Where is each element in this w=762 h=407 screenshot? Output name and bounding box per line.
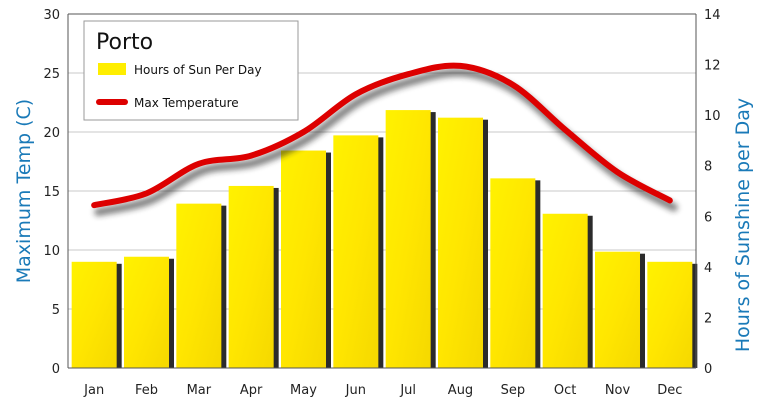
- right-tick-label: 12: [704, 59, 721, 74]
- tick-labels: 0 5 10 15 20 25 30 0 2 4 6 8 10 12 14 Jan Feb Mar Apr May Ju…: [43, 8, 720, 398]
- sun-bar: [280, 150, 327, 368]
- sun-bar: [385, 110, 431, 368]
- axes: [67, 13, 697, 369]
- x-tick-label: Jan: [83, 383, 104, 398]
- x-tick-label: Oct: [554, 383, 576, 398]
- sun-bar: [647, 261, 693, 368]
- x-tick-label: Jun: [345, 383, 366, 398]
- x-tick-label: May: [290, 383, 317, 398]
- x-tick-label: Apr: [240, 383, 263, 398]
- left-tick-label: 0: [52, 362, 60, 377]
- left-tick-label: 15: [43, 185, 60, 200]
- right-tick-label: 2: [704, 311, 712, 326]
- right-tick-label: 14: [704, 8, 721, 23]
- left-tick-label: 20: [43, 126, 60, 141]
- left-tick-label: 10: [43, 244, 60, 259]
- temperature-line-path: [91, 62, 673, 209]
- right-tick-label: 8: [704, 160, 712, 175]
- sun-bar: [437, 117, 484, 369]
- x-tick-label: Aug: [448, 383, 473, 398]
- right-tick-label: 6: [704, 210, 712, 225]
- right-tick-label: 10: [704, 109, 721, 124]
- sun-bar: [71, 261, 117, 368]
- sun-bar: [490, 178, 536, 368]
- x-tick-label: Sep: [501, 383, 526, 398]
- x-tick-label: Nov: [605, 383, 631, 398]
- left-axis-title: Maximum Temp (C): [13, 99, 35, 283]
- sun-bar: [542, 213, 588, 368]
- x-tick-label: Jul: [399, 383, 416, 398]
- x-tick-label: Dec: [657, 383, 682, 398]
- sun-bar: [594, 251, 641, 368]
- legend-label-temp: Max Temperature: [134, 96, 239, 110]
- left-tick-label: 5: [52, 303, 60, 318]
- temperature-line: [91, 62, 678, 217]
- sun-bar: [228, 185, 274, 368]
- chart-title: Porto: [96, 30, 153, 55]
- legend: Porto Hours of Sun Per Day Max Temperatu…: [83, 20, 299, 121]
- left-tick-label: 30: [43, 8, 60, 23]
- x-tick-label: Mar: [187, 383, 212, 398]
- legend-swatch-sun: [98, 63, 126, 75]
- sun-bars: [71, 110, 693, 369]
- right-tick-label: 4: [704, 261, 712, 276]
- sun-bar: [333, 135, 379, 368]
- x-tick-label: Feb: [135, 383, 158, 398]
- right-axis-title: Hours of Sunshine per Day: [732, 98, 754, 352]
- sun-bar: [123, 256, 170, 368]
- left-tick-label: 25: [43, 67, 60, 82]
- legend-label-sun: Hours of Sun Per Day: [134, 63, 262, 77]
- sun-bar: [176, 203, 222, 368]
- right-tick-label: 0: [704, 362, 712, 377]
